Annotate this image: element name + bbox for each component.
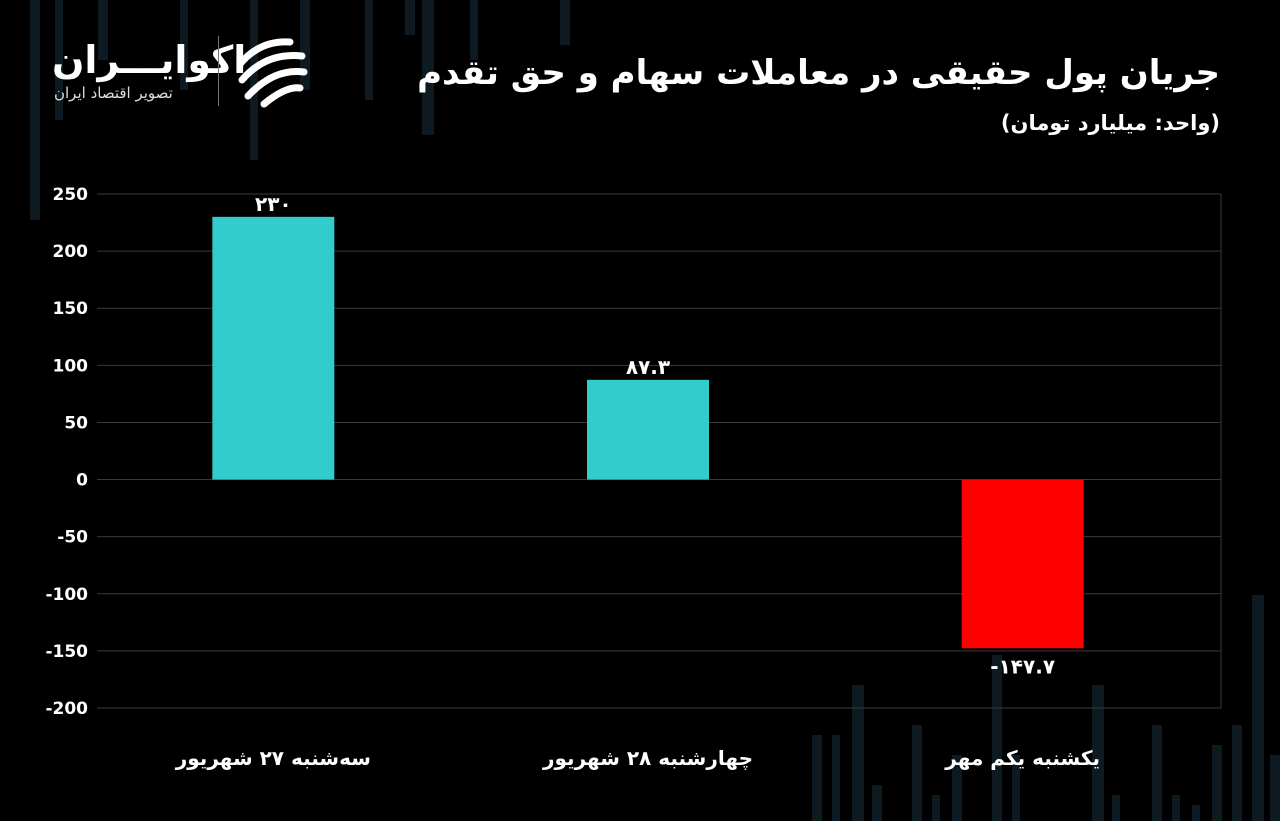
- y-tick-label: 150: [53, 299, 89, 319]
- background-bar: [405, 0, 415, 35]
- y-tick-label: -200: [45, 699, 88, 719]
- background-bar: [1212, 745, 1222, 821]
- background-bar: [560, 0, 570, 45]
- logo-name: اکوایـــران: [52, 38, 247, 82]
- background-bar: [1192, 805, 1200, 821]
- background-bar: [932, 795, 940, 821]
- background-bar: [912, 725, 922, 821]
- background-bar: [832, 735, 840, 821]
- y-tick-label: 0: [76, 471, 88, 491]
- background-bar: [470, 0, 478, 60]
- x-category-label: یکشنبه یکم مهر: [944, 746, 1100, 770]
- bar: [961, 479, 1084, 649]
- bar-value-label: ۸۷.۳: [626, 355, 670, 379]
- bar-value-label: -۱۴۷.۷: [990, 654, 1055, 678]
- bars: [212, 216, 1084, 649]
- background-bar: [852, 685, 864, 821]
- bar: [587, 379, 709, 480]
- background-bar: [1270, 755, 1280, 821]
- logo-mark-icon: [236, 38, 308, 108]
- background-bar: [55, 0, 63, 120]
- data-labels: ۲۳۰ ۸۷.۳ -۱۴۷.۷: [255, 192, 1055, 678]
- background-bar: [1112, 795, 1120, 821]
- background-bar: [1232, 725, 1242, 821]
- y-tick-label: -150: [45, 642, 88, 662]
- y-tick-label: -50: [57, 528, 88, 548]
- bar: [212, 216, 335, 480]
- background-bar: [300, 0, 310, 90]
- logo-divider: [218, 36, 219, 106]
- x-category-label: سه‌شنبه ۲۷ شهریور: [175, 746, 371, 770]
- background-bar: [1252, 595, 1264, 821]
- background-bar: [422, 0, 434, 135]
- background-bar: [365, 0, 373, 100]
- background-bar: [1152, 725, 1162, 821]
- chart-title: جریان پول حقیقی در معاملات سهام و حق تقد…: [417, 53, 1220, 93]
- background-bar: [30, 0, 40, 220]
- background-bar: [250, 0, 258, 160]
- logo: اکوایـــران تصویر اقتصاد ایران: [48, 34, 318, 110]
- background-bar: [1092, 685, 1104, 821]
- bar-value-label: ۲۳۰: [255, 192, 292, 216]
- x-axis-categories: سه‌شنبه ۲۷ شهریور چهارشنبه ۲۸ شهریور یکشنب…: [175, 746, 1100, 771]
- background-bar: [1012, 755, 1020, 821]
- y-axis-ticks: 250 200 150 100 50 0 -50 -100 -150 -200: [45, 185, 88, 719]
- background-bar: [1172, 795, 1180, 821]
- background-bar: [180, 0, 188, 90]
- y-tick-label: 50: [64, 413, 88, 433]
- y-tick-label: 250: [53, 185, 89, 205]
- background-bar: [992, 655, 1002, 821]
- y-tick-label: 100: [53, 356, 89, 376]
- background-bar: [812, 735, 822, 821]
- chart-unit: (واحد: میلیارد تومان): [1000, 111, 1220, 135]
- y-tick-label: -100: [45, 585, 88, 605]
- background-bar: [872, 785, 882, 821]
- background-bar: [952, 755, 962, 821]
- chart-header: جریان پول حقیقی در معاملات سهام و حق تقد…: [417, 48, 1220, 138]
- background-bar: [98, 0, 108, 60]
- logo-tagline: تصویر اقتصاد ایران: [54, 84, 173, 102]
- y-tick-label: 200: [53, 242, 89, 262]
- x-category-label: چهارشنبه ۲۸ شهریور: [542, 746, 753, 771]
